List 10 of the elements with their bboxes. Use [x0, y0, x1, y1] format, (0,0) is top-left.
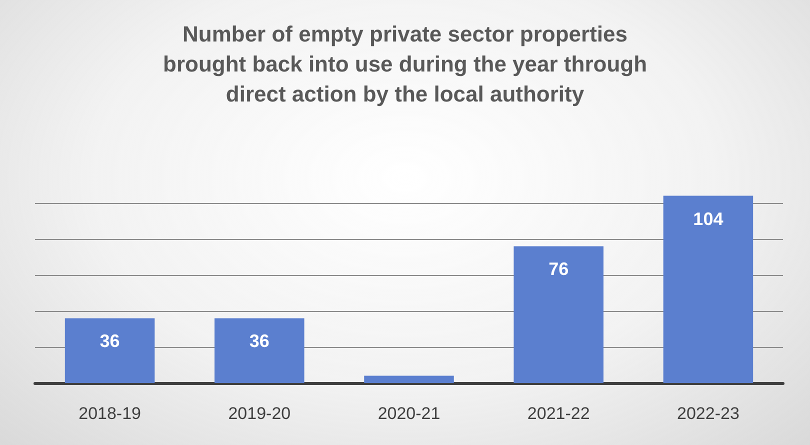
x-tick-label: 2018-19: [78, 404, 141, 423]
x-tick-label: 2022-23: [677, 404, 740, 423]
x-tick-label: 2021-22: [527, 404, 590, 423]
x-tick-label: 2020-21: [378, 404, 440, 423]
data-label: 104: [693, 208, 724, 229]
data-label: 36: [100, 331, 120, 352]
data-label: 76: [548, 259, 569, 280]
x-tick-label: 2019-20: [228, 404, 291, 423]
chart-title: Number of empty private sector properties brought back into use during the year through direct action by the local authority: [162, 22, 648, 106]
data-label: 36: [249, 331, 270, 352]
